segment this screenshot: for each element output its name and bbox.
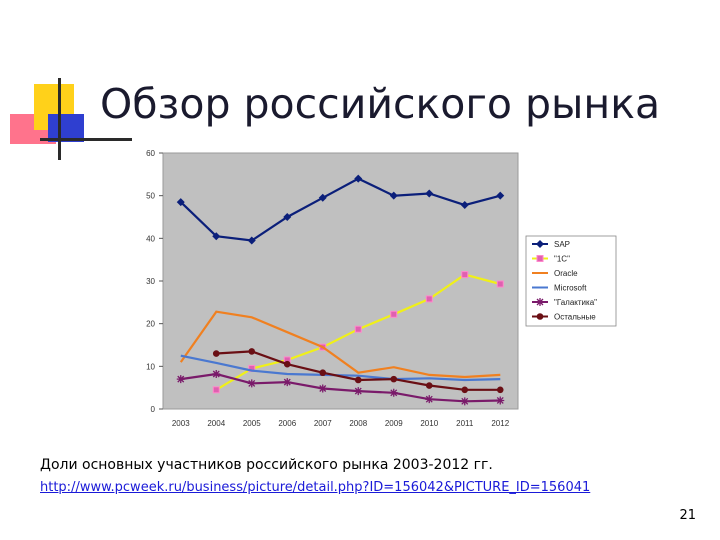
legend-label: Остальные <box>554 313 596 322</box>
data-point-square <box>536 255 544 262</box>
series-0 <box>176 174 505 245</box>
plot-background <box>162 152 519 410</box>
series-5 <box>212 348 504 394</box>
y-tick-label: 60 <box>146 149 155 158</box>
data-point-diamond <box>389 191 398 200</box>
data-point-star <box>496 396 505 405</box>
data-point-circle <box>248 348 256 355</box>
x-tick-label: 2004 <box>207 419 225 428</box>
legend-label: SAP <box>554 240 570 249</box>
data-point-star <box>354 387 363 396</box>
data-point-star <box>425 395 434 404</box>
y-tick-label: 10 <box>146 362 155 371</box>
decorative-vertical-line <box>58 78 61 160</box>
data-point-diamond <box>425 189 434 198</box>
data-point-circle <box>354 376 362 384</box>
series-line <box>180 372 501 403</box>
x-tick-label: 2010 <box>420 419 438 428</box>
data-point-diamond <box>283 213 292 221</box>
decorative-square-blue <box>48 114 84 142</box>
legend-label: "Галактика" <box>554 298 597 307</box>
series-4 <box>176 370 505 406</box>
data-point-star <box>283 378 292 387</box>
data-point-circle <box>461 386 469 394</box>
legend-box <box>525 235 617 327</box>
x-tick-label: 2012 <box>491 419 509 428</box>
data-point-star <box>460 397 469 406</box>
data-point-circle <box>496 386 504 394</box>
data-point-square <box>496 280 504 288</box>
data-point-star <box>536 298 544 306</box>
data-point-square <box>390 310 398 318</box>
line-chart: 0 10 20 30 40 50 60 2003 2004 2005 2006 2007 2008 200… <box>146 149 617 428</box>
legend-entry: Microsoft <box>532 284 587 293</box>
decorative-horizontal-line <box>40 138 132 141</box>
data-point-diamond <box>318 193 327 202</box>
data-point-square <box>212 386 220 394</box>
data-point-diamond <box>496 191 505 200</box>
data-point-diamond <box>247 236 256 245</box>
chart-series <box>176 174 505 406</box>
chart-caption: Доли основных участников российского рын… <box>40 457 493 473</box>
legend-entry: Oracle <box>532 269 578 278</box>
data-point-diamond <box>536 240 544 248</box>
data-point-circle <box>536 313 544 320</box>
x-tick-label: 2011 <box>456 419 474 428</box>
legend-entry: "1С" <box>532 255 570 264</box>
y-tick-label: 20 <box>146 320 155 329</box>
page-number: 21 <box>679 508 696 523</box>
data-point-diamond <box>212 232 221 241</box>
x-tick-label: 2005 <box>243 419 261 428</box>
chart-legend: SAP "1С" Oracle Microsoft "Галактика" Остальн… <box>525 235 617 327</box>
chart-plot-area <box>162 152 519 410</box>
y-tick-label: 40 <box>146 234 155 243</box>
data-point-diamond <box>176 198 185 207</box>
x-tick-label: 2007 <box>314 419 332 428</box>
data-point-star <box>318 384 327 393</box>
data-point-square <box>425 295 433 303</box>
legend-entry: "Галактика" <box>532 298 597 307</box>
data-point-star <box>389 388 398 397</box>
data-point-square <box>461 271 469 279</box>
series-line <box>180 177 501 242</box>
legend-label: Microsoft <box>554 284 587 293</box>
data-point-square <box>354 325 362 333</box>
y-tick-label: 50 <box>146 192 155 201</box>
data-point-star <box>212 370 221 379</box>
y-tick-label: 30 <box>146 277 155 286</box>
data-point-diamond <box>460 201 469 210</box>
x-tick-label: 2006 <box>278 419 296 428</box>
data-point-circle <box>425 382 433 389</box>
x-tick-label: 2003 <box>172 419 190 428</box>
slide-title: Обзор российского рынка <box>100 80 661 128</box>
x-tick-label: 2008 <box>349 419 367 428</box>
data-point-circle <box>283 360 291 368</box>
data-point-circle <box>212 350 220 357</box>
x-tick-label: 2009 <box>385 419 403 428</box>
data-point-star <box>176 375 185 384</box>
source-link[interactable]: http://www.pcweek.ru/business/picture/de… <box>40 480 591 495</box>
data-point-diamond <box>354 174 363 183</box>
series-line <box>179 310 501 379</box>
legend-entry: SAP <box>532 240 570 249</box>
data-point-circle <box>319 369 327 377</box>
chart-axes: 0 10 20 30 40 50 60 2003 2004 2005 2006 2007 2008 200… <box>146 149 510 428</box>
legend-label: Oracle <box>554 269 578 278</box>
legend-entry: Остальные <box>532 313 596 322</box>
data-point-circle <box>390 375 398 383</box>
series-2 <box>179 310 501 379</box>
data-point-star <box>247 379 256 388</box>
legend-label: "1С" <box>554 255 570 264</box>
y-tick-label: 0 <box>151 405 156 414</box>
